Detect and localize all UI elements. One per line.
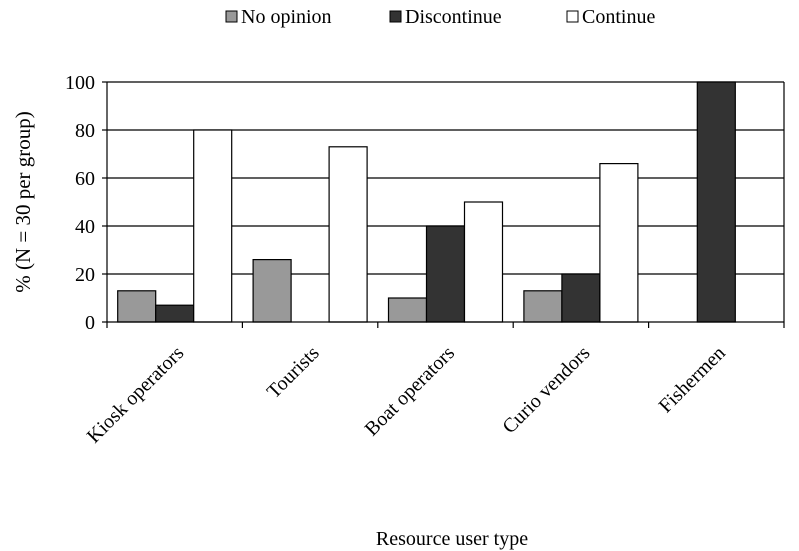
bar-no-opinion-boat-operators <box>387 297 428 323</box>
bars <box>117 81 736 323</box>
legend-item-no-opinion: No opinion <box>225 6 332 28</box>
bar-continue-curio-vendors <box>599 163 639 323</box>
axes <box>102 81 785 328</box>
y-tick-label: 20 <box>75 264 95 286</box>
legend-swatch-discontinue <box>389 10 402 23</box>
y-tick-label: 80 <box>75 120 95 142</box>
x-axis-label: Resource user type <box>376 528 528 550</box>
y-axis-label: % (N = 30 per group) <box>11 111 35 293</box>
legend-item-continue: Continue <box>566 6 655 28</box>
legend-label-continue: Continue <box>582 6 655 28</box>
y-tick-label: 100 <box>65 72 95 94</box>
y-tick-label: 60 <box>75 168 95 190</box>
y-tick-label: 0 <box>85 312 95 334</box>
bar-continue-kiosk-operators <box>193 129 233 323</box>
legend-label-discontinue: Discontinue <box>405 6 502 28</box>
x-tick-labels: Kiosk operators Tourists Boat operators Cur… <box>83 342 730 448</box>
x-tick-label-boat-operators: Boat operators <box>361 342 460 441</box>
bar-discontinue-kiosk-operators <box>155 304 195 323</box>
x-tick-label-tourists: Tourists <box>263 342 324 403</box>
bar-continue-boat-operators <box>463 201 504 323</box>
bar-discontinue-fishermen <box>696 81 736 323</box>
legend-swatch-continue <box>566 10 579 23</box>
y-tick-label: 40 <box>75 216 95 238</box>
bar-continue-tourists <box>328 146 368 323</box>
legend-label-no-opinion: No opinion <box>241 6 332 28</box>
bar-no-opinion-tourists <box>252 259 292 323</box>
legend-swatch-no-opinion <box>225 10 238 23</box>
x-tick-label-curio-vendors: Curio vendors <box>498 342 594 438</box>
bar-no-opinion-curio-vendors <box>523 290 563 323</box>
x-tick-label-kiosk-operators: Kiosk operators <box>83 342 189 448</box>
x-tick-label-fishermen: Fishermen <box>655 342 730 417</box>
legend: No opinion Discontinue Continue <box>225 6 655 28</box>
bar-discontinue-boat-operators <box>425 225 466 323</box>
y-tick-labels: 0 20 40 60 80 100 <box>65 72 95 334</box>
bar-no-opinion-kiosk-operators <box>117 290 157 323</box>
bar-discontinue-curio-vendors <box>561 273 601 323</box>
legend-item-discontinue: Discontinue <box>389 6 502 28</box>
